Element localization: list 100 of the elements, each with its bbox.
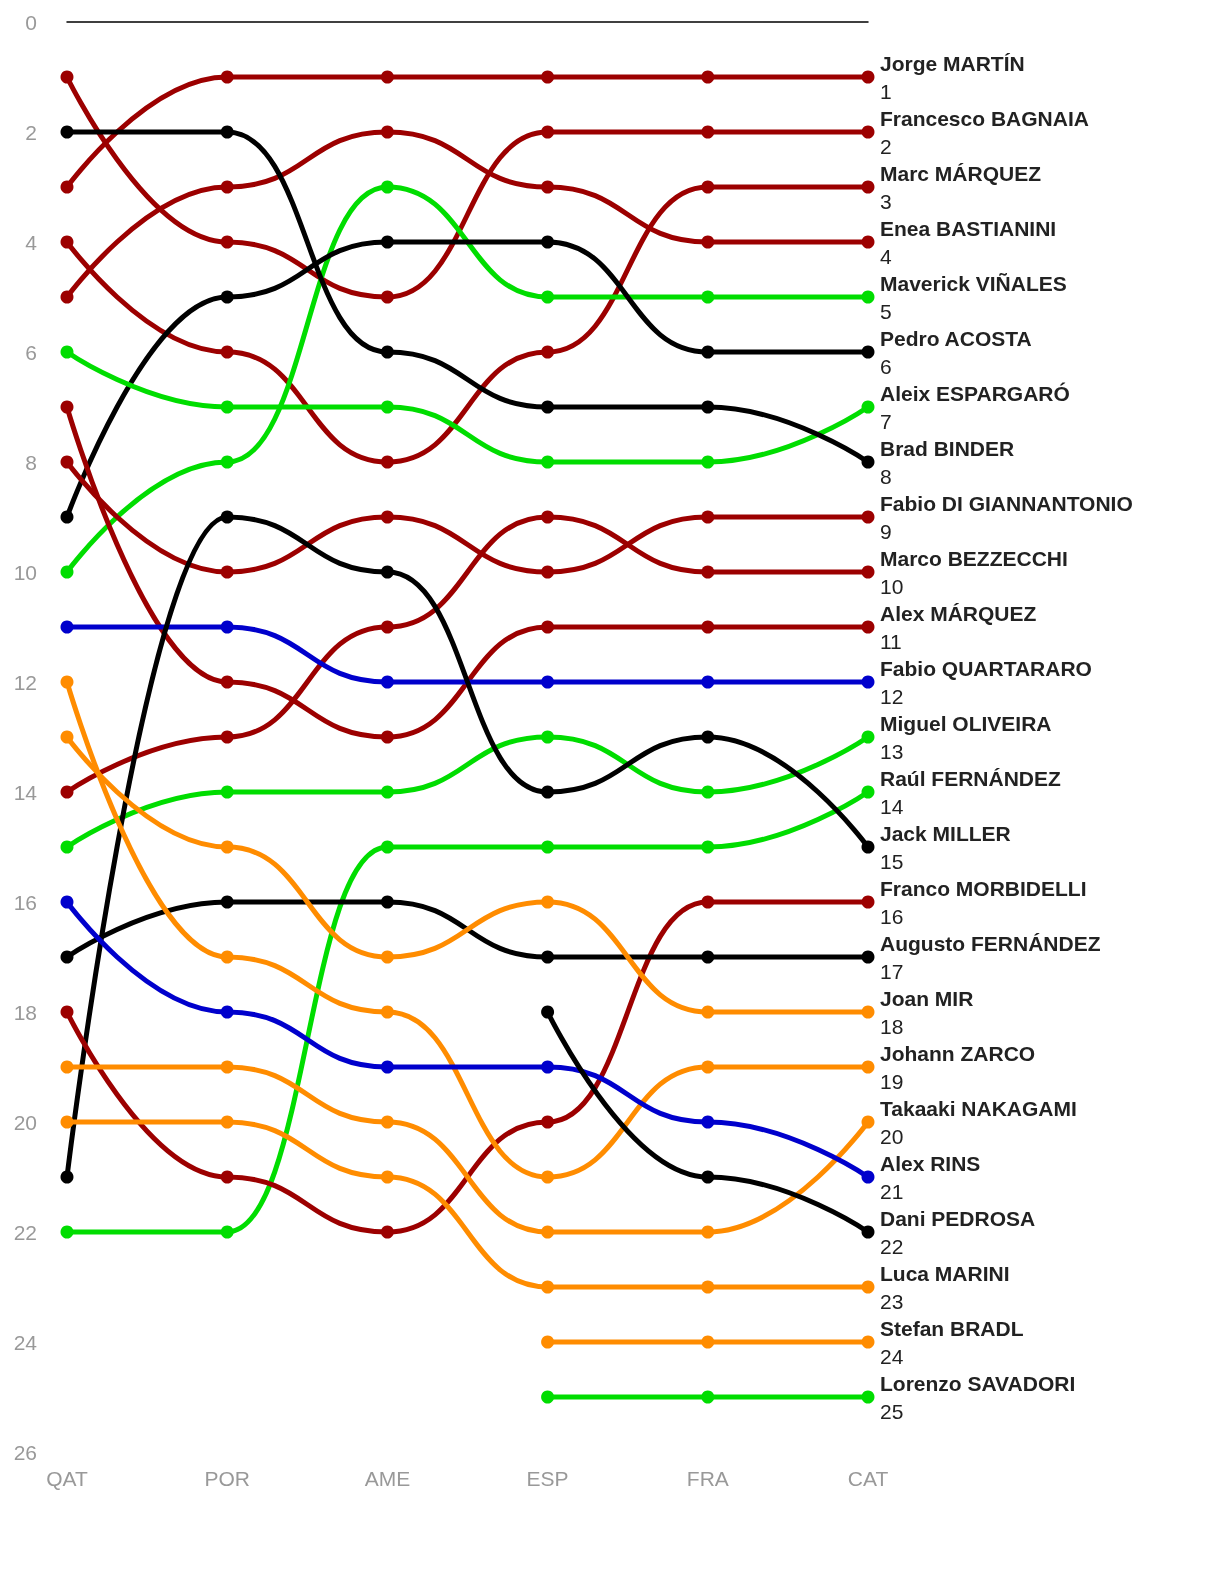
point [541,675,555,689]
series-label: Lorenzo SAVADORI [880,1371,1076,1395]
point [541,1005,555,1019]
point [60,180,74,194]
series-label: Stefan BRADL [880,1316,1024,1340]
data-label: 8 [880,464,892,488]
series-label: Enea BASTIANINI [880,216,1057,240]
point [541,1335,555,1349]
data-label: 16 [880,904,904,928]
point [60,235,74,249]
data-label: 17 [880,959,904,983]
point [380,840,394,854]
y-tick-label: 22 [13,1220,37,1244]
point [220,1060,234,1074]
point [60,345,74,359]
series-label: Marco BEZZECCHI [880,546,1068,570]
point [541,950,555,964]
y-tick-label: 12 [13,670,37,694]
point [60,620,74,634]
point [861,400,875,414]
point [861,180,875,194]
series-label: Jack MILLER [880,821,1011,845]
point [541,620,555,634]
point [220,950,234,964]
point [60,565,74,579]
point [380,620,394,634]
data-label: 6 [880,354,892,378]
y-tick-label: 2 [25,120,37,144]
point [380,510,394,524]
series-label: Miguel OLIVEIRA [880,711,1052,735]
data-label: 21 [880,1179,904,1203]
series-label: Johann ZARCO [880,1041,1036,1065]
point [60,730,74,744]
point [380,950,394,964]
point [60,1170,74,1184]
point [701,125,715,139]
point [380,125,394,139]
data-label: 9 [880,519,892,543]
point [701,1390,715,1404]
point [380,290,394,304]
point [60,675,74,689]
point [701,950,715,964]
series-label: Raúl FERNÁNDEZ [880,766,1062,790]
data-label: 22 [880,1234,904,1258]
point [861,125,875,139]
y-tick-label: 14 [13,780,38,804]
series-label: Takaaki NAKAGAMI [880,1096,1077,1120]
point [380,785,394,799]
series-label: Dani PEDROSA [880,1206,1036,1230]
point [861,950,875,964]
data-label: 7 [880,409,892,433]
point [701,565,715,579]
point [541,1170,555,1184]
point [861,565,875,579]
point [60,840,74,854]
series-label: Maverick VIÑALES [880,271,1067,295]
point [220,785,234,799]
point [861,510,875,524]
data-label: 12 [880,684,904,708]
point [380,1060,394,1074]
data-label: 15 [880,849,904,873]
point [380,235,394,249]
point [60,510,74,524]
point [541,455,555,469]
point [380,895,394,909]
series-label: Luca MARINI [880,1261,1010,1285]
point [60,785,74,799]
data-label: 25 [880,1399,904,1423]
x-tick-label: ESP [526,1467,569,1490]
data-label: 23 [880,1289,904,1313]
point [60,1225,74,1239]
y-tick-label: 0 [25,10,37,34]
point [541,785,555,799]
y-tick-label: 4 [25,230,38,254]
y-tick-label: 18 [13,1000,37,1024]
point [701,510,715,524]
y-tick-label: 24 [13,1330,38,1354]
point [220,510,234,524]
point [861,620,875,634]
point [220,1005,234,1019]
point [60,1115,74,1129]
point [861,675,875,689]
x-tick-label: FRA [686,1467,729,1490]
point [60,1060,74,1074]
point [541,345,555,359]
point [541,290,555,304]
point [220,1170,234,1184]
point [220,730,234,744]
series-label: Fabio DI GIANNANTONIO [880,491,1133,515]
point [541,1115,555,1129]
data-label: 4 [880,244,892,268]
point [861,1170,875,1184]
point [220,840,234,854]
point [220,895,234,909]
series-label: Brad BINDER [880,436,1015,460]
point [701,840,715,854]
x-tick-label: POR [204,1467,250,1490]
point [701,1225,715,1239]
point [701,1005,715,1019]
point [380,730,394,744]
